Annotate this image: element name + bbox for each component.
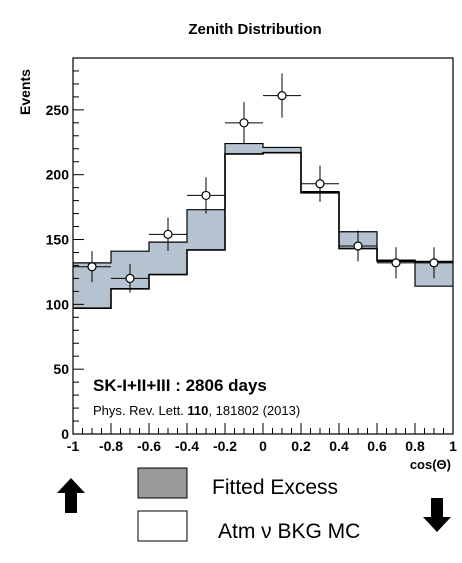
reference-prefix: Phys. Rev. Lett. (93, 403, 187, 418)
x-tick-label: 0.8 (405, 438, 425, 454)
x-tick-label: 0.2 (291, 438, 311, 454)
data-marker (163, 229, 173, 239)
legend-label-bkg-mc: Atm ν BKG MC (218, 520, 360, 543)
reference-suffix: , 181802 (2013) (208, 403, 300, 418)
data-point (263, 73, 301, 118)
exposure-annotation: SK-I+II+III : 2806 days (93, 376, 267, 395)
y-tick-label: 100 (46, 296, 70, 312)
y-tick-label: 0 (61, 426, 69, 442)
x-tick-label: 1 (449, 438, 457, 454)
data-marker (315, 179, 325, 189)
y-tick-label: 200 (46, 167, 70, 183)
data-marker (201, 190, 211, 201)
down-arrow-icon (423, 498, 451, 532)
data-point (225, 102, 263, 144)
data-point (339, 230, 377, 262)
data-marker (391, 258, 401, 268)
y-axis-label: Events (17, 69, 33, 115)
x-tick-label: -0.4 (175, 438, 199, 454)
chart-title: Zenith Distribution (188, 21, 321, 38)
x-tick-label: -0.6 (137, 438, 161, 454)
y-tick-label: 250 (46, 102, 70, 118)
data-point (187, 177, 225, 214)
data-marker (125, 273, 135, 284)
reference-annotation: Phys. Rev. Lett. 110, 181802 (2013) (93, 403, 300, 418)
data-point (301, 165, 339, 202)
data-marker (353, 241, 363, 251)
legend-swatch-bkg-mc (137, 510, 188, 542)
excess-bar (187, 209, 225, 250)
data-point (149, 217, 187, 252)
data-point (73, 251, 111, 283)
reference-volume: 110 (187, 403, 208, 418)
data-point (377, 247, 415, 279)
up-arrow-icon (57, 478, 85, 513)
legend-label-fitted-excess: Fitted Excess (212, 476, 338, 499)
data-marker (87, 262, 97, 272)
y-tick-label: 150 (46, 232, 70, 248)
x-tick-label: -0.8 (99, 438, 123, 454)
excess-bar (225, 143, 263, 154)
data-marker (239, 118, 249, 128)
data-marker (277, 90, 287, 101)
x-axis-label: cos(Θ) (410, 457, 451, 472)
excess-bar (263, 147, 301, 153)
x-axis-ticks: -1 -0.8 -0.6 -0.4 -0.2 0 0.2 0.4 0.6 0.8 1 (67, 423, 457, 454)
x-tick-label: 0.6 (367, 438, 387, 454)
y-axis-ticks: 0 50 100 150 200 250 (46, 70, 84, 442)
x-tick-label: 0 (259, 438, 267, 454)
data-point (415, 247, 453, 279)
y-tick-label: 50 (53, 361, 69, 377)
legend-swatch-fitted-excess (137, 467, 188, 499)
x-tick-label: -0.2 (213, 438, 237, 454)
data-marker (429, 258, 439, 268)
x-tick-label: -1 (67, 438, 80, 454)
bkg-mc-step-line (73, 142, 453, 287)
x-tick-label: 0.4 (329, 438, 349, 454)
plot-area (72, 57, 454, 435)
data-point (111, 264, 149, 293)
legend: Fitted Excess Atm ν BKG MC (137, 467, 360, 543)
